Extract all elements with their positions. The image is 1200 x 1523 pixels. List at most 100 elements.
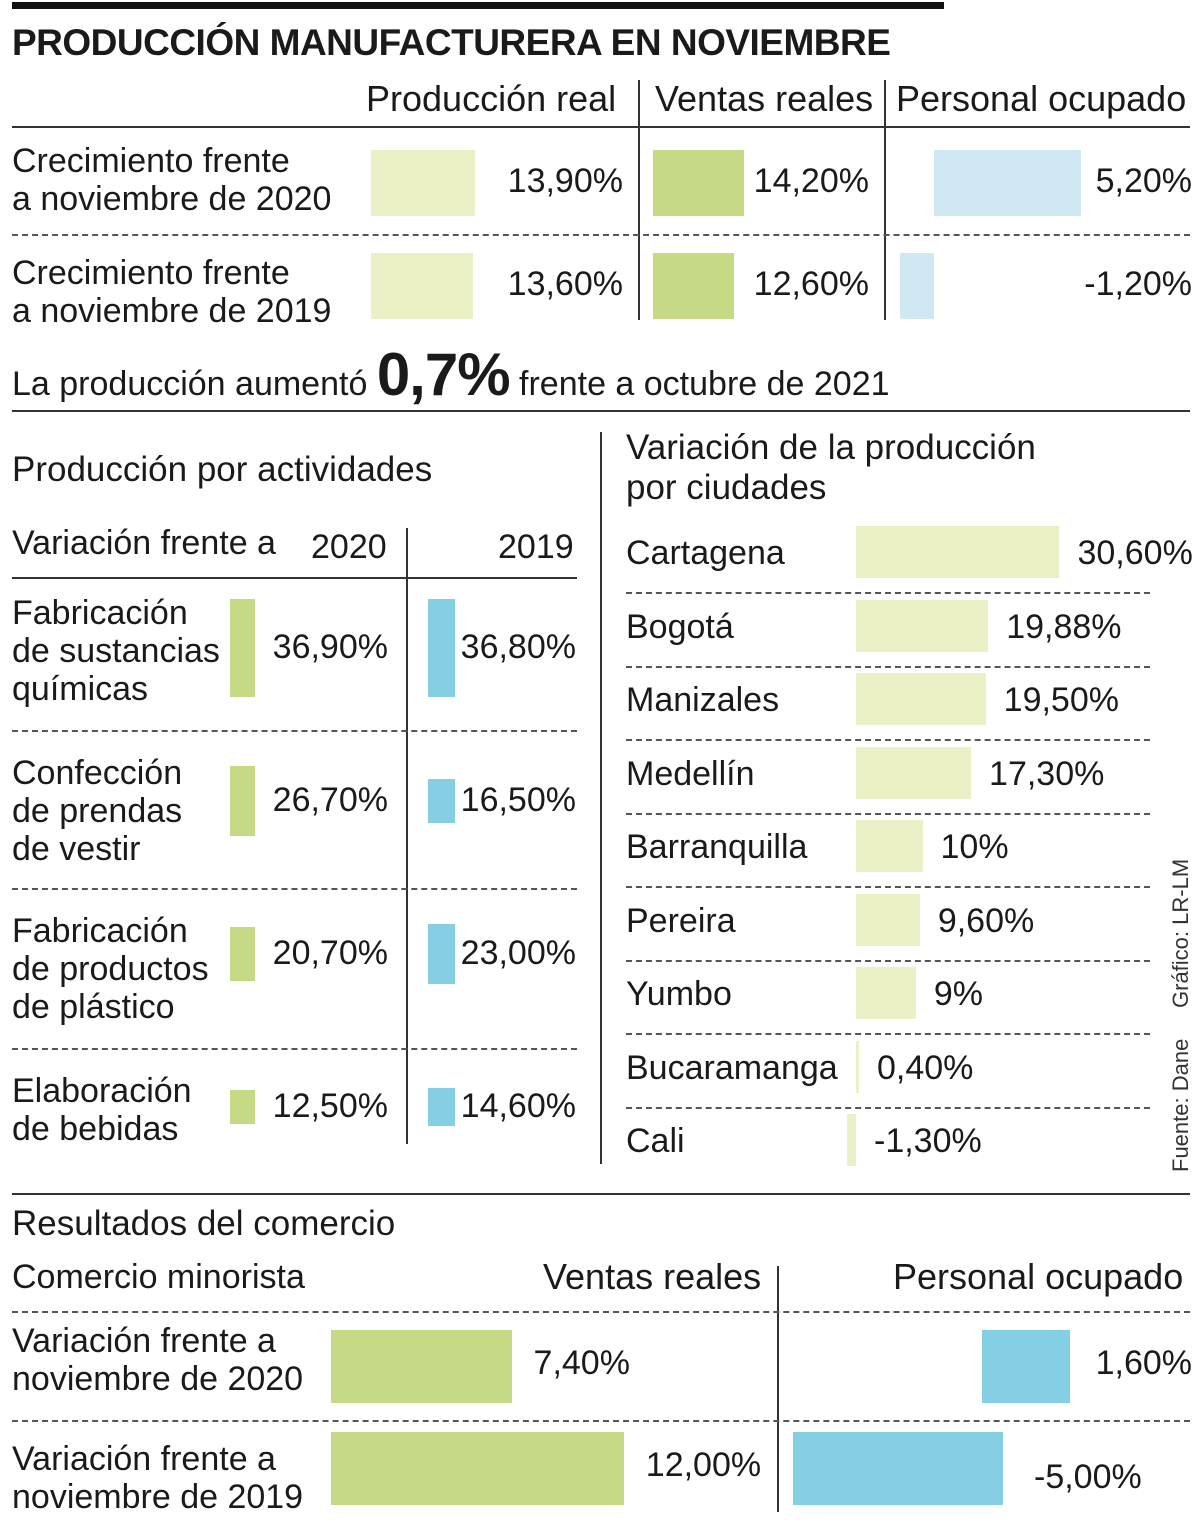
section-divider xyxy=(12,410,1190,412)
city-bar xyxy=(856,1040,859,1093)
commerce-row-divider xyxy=(12,1420,1190,1422)
city-label: Manizales xyxy=(626,681,780,719)
value-label: 5,20% xyxy=(1095,162,1192,200)
page-title: PRODUCCIÓN MANUFACTURERA EN NOVIEMBRE xyxy=(12,22,891,63)
city-divider xyxy=(626,1033,1150,1035)
activities-header-divider xyxy=(12,577,577,579)
bar-personal-ocupado xyxy=(900,253,934,319)
cities-title-line2: por ciudades xyxy=(626,468,827,507)
city-label: Cali xyxy=(626,1122,685,1160)
commerce-header-personal: Personal ocupado xyxy=(893,1256,1184,1297)
activity-label: Fabricación de productos de plástico xyxy=(12,912,209,1026)
city-bar xyxy=(856,526,1060,578)
value-label: 19,88% xyxy=(1006,607,1122,646)
activities-header-2020: 2020 xyxy=(311,528,387,566)
value-label: 19,50% xyxy=(1003,681,1119,719)
city-divider xyxy=(626,1106,1150,1109)
bar-ventas-reales xyxy=(331,1330,512,1403)
production-highlight: La producción aumentó 0,7% frente a octu… xyxy=(12,340,890,409)
top-rule xyxy=(12,2,944,9)
header-produccion-real: Producción real xyxy=(366,78,617,119)
bar-personal-ocupado xyxy=(982,1330,1070,1403)
highlight-prefix: La producción aumentó xyxy=(12,365,368,403)
city-divider xyxy=(626,592,1150,594)
activities-title: Producción por actividades xyxy=(12,450,433,489)
header-ventas-reales: Ventas reales xyxy=(655,78,874,119)
city-label: Barranquilla xyxy=(626,828,808,866)
bar-2019 xyxy=(428,923,455,985)
bar-ventas-reales xyxy=(653,253,734,319)
value-label: 13,90% xyxy=(507,162,623,200)
bar-ventas-reales xyxy=(331,1432,624,1505)
city-divider xyxy=(626,886,1150,888)
city-label: Bucaramanga xyxy=(626,1048,838,1087)
value-label: 14,60% xyxy=(460,1087,576,1125)
city-bar xyxy=(856,746,972,799)
bar-ventas-reales xyxy=(653,150,744,216)
commerce-row-label: Variación frente a noviembre de 2019 xyxy=(12,1440,304,1516)
commerce-header-ventas: Ventas reales xyxy=(543,1256,762,1297)
activities-header-2019: 2019 xyxy=(498,528,574,566)
city-bar xyxy=(847,1114,856,1166)
commerce-header-divider xyxy=(12,1311,1190,1313)
section-divider xyxy=(12,1193,1190,1195)
value-label: 7,40% xyxy=(533,1344,630,1382)
bar-personal-ocupado xyxy=(793,1432,1003,1505)
activity-label: Confección de prendas de vestir xyxy=(12,754,183,868)
bar-personal-ocupado xyxy=(934,150,1081,216)
highlight-suffix: frente a octubre de 2021 xyxy=(519,365,890,403)
activity-label: Fabricación de sustancias químicas xyxy=(12,594,220,708)
commerce-row-label: Variación frente a noviembre de 2020 xyxy=(12,1322,304,1398)
row-divider xyxy=(12,234,1190,236)
bar-2020 xyxy=(230,599,255,697)
value-label: 20,70% xyxy=(272,934,388,972)
value-label: 36,80% xyxy=(460,628,576,666)
city-divider xyxy=(626,739,1150,741)
activity-divider xyxy=(12,730,577,732)
bar-2020 xyxy=(230,765,255,837)
value-label: 36,90% xyxy=(272,628,388,666)
value-label: 12,60% xyxy=(753,265,869,303)
cities-divider xyxy=(600,432,602,1164)
value-label: 1,60% xyxy=(1095,1344,1192,1382)
commerce-column-divider xyxy=(777,1266,779,1512)
city-divider xyxy=(626,959,1150,962)
city-divider xyxy=(626,665,1150,668)
bar-2020 xyxy=(230,926,255,982)
value-label: 9% xyxy=(933,975,983,1013)
city-bar xyxy=(856,673,986,725)
column-divider xyxy=(638,80,640,320)
city-divider xyxy=(626,812,1150,815)
city-label: Bogotá xyxy=(626,607,734,646)
city-bar xyxy=(856,820,923,872)
bar-producción-real xyxy=(371,253,473,319)
city-label: Yumbo xyxy=(626,975,732,1013)
bar-producción-real xyxy=(371,150,476,216)
value-label: 30,60% xyxy=(1077,534,1193,572)
city-bar xyxy=(856,967,916,1019)
activities-column-divider xyxy=(406,528,408,1144)
value-label: -1,20% xyxy=(1084,265,1192,303)
city-label: Cartagena xyxy=(626,534,785,572)
value-label: 13,60% xyxy=(507,265,623,303)
value-label: 16,50% xyxy=(460,781,576,819)
value-label: 12,50% xyxy=(272,1087,388,1125)
highlight-value: 0,7% xyxy=(376,341,511,408)
value-label: 23,00% xyxy=(460,934,576,972)
header-personal-ocupado: Personal ocupado xyxy=(896,78,1187,119)
value-label: 17,30% xyxy=(989,754,1105,793)
row-label-2020: Crecimiento frente a noviembre de 2020 xyxy=(12,142,332,218)
commerce-subtitle: Comercio minorista xyxy=(12,1258,305,1296)
graphic-credit: Gráfico: LR-LM xyxy=(1168,858,1193,1008)
column-divider xyxy=(884,80,886,320)
city-label: Medellín xyxy=(626,754,755,793)
activity-divider xyxy=(12,1048,577,1050)
activities-subtitle: Variación frente a xyxy=(12,524,276,562)
value-label: -1,30% xyxy=(874,1122,982,1160)
value-label: 10% xyxy=(940,828,1009,866)
bar-2019 xyxy=(428,599,455,697)
city-bar xyxy=(856,599,989,652)
value-label: 14,20% xyxy=(753,162,869,200)
commerce-title: Resultados del comercio xyxy=(12,1204,396,1243)
value-label: 26,70% xyxy=(272,781,388,819)
